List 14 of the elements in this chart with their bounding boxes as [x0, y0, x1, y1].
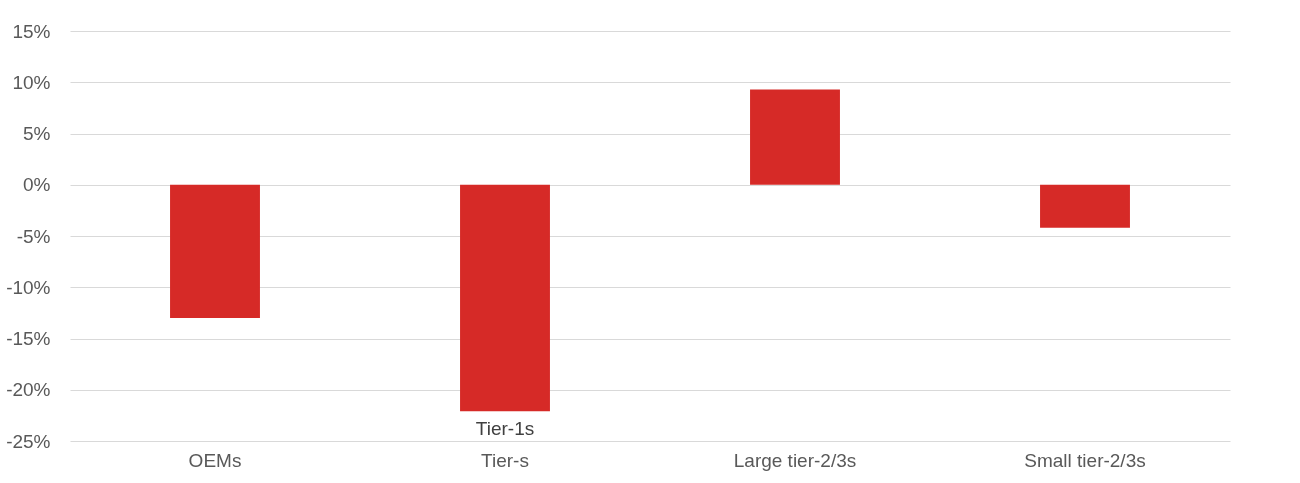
y-tick-label: -10% [6, 276, 51, 298]
y-tick-label: -20% [6, 379, 51, 401]
y-tick-label: 15% [12, 20, 51, 42]
y-tick-label: -25% [6, 430, 51, 452]
annotation: Tier-1s [475, 418, 535, 439]
y-tick-label: -5% [16, 225, 51, 247]
y-tick-label: 5% [23, 123, 51, 144]
y-tick-label: -15% [6, 328, 51, 349]
x-tick-label: OEMs [188, 449, 242, 471]
x-tick-label: Large tier-2/3s [733, 449, 857, 471]
x-tick-label: Small tier-2/3s [1024, 449, 1146, 471]
y-tick-label: 0% [23, 174, 51, 196]
x-tick-label: Tier-s [481, 449, 529, 471]
y-tick-label: 10% [12, 71, 51, 93]
